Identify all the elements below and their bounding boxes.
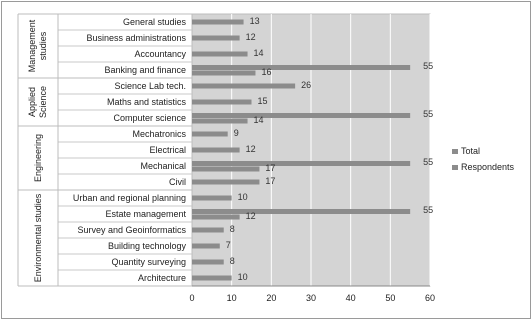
category-label-building-technology: Building technology bbox=[108, 241, 187, 251]
x-tick-label: 40 bbox=[346, 293, 356, 303]
category-label-mechanical: Mechanical bbox=[140, 161, 186, 171]
bar-respondents-mechatronics bbox=[192, 131, 228, 137]
data-label-respondents-general-studies: 13 bbox=[250, 16, 260, 26]
bar-respondents-general-studies bbox=[192, 19, 244, 25]
category-label-general-studies: General studies bbox=[123, 17, 187, 27]
category-label-civil: Civil bbox=[169, 177, 186, 187]
bar-total-banking-and-finance bbox=[192, 65, 411, 70]
category-label-science-lab-tech: Science Lab tech. bbox=[114, 81, 186, 91]
data-label-respondents-accountancy: 14 bbox=[254, 48, 264, 58]
data-label-respondents-quantity-surveying: 8 bbox=[230, 256, 235, 266]
legend-label-respondents: Respondents bbox=[461, 162, 515, 172]
category-label-electrical: Electrical bbox=[149, 145, 186, 155]
category-label-maths-and-statistics: Maths and statistics bbox=[107, 97, 187, 107]
category-label-banking-and-finance: Banking and finance bbox=[104, 65, 186, 75]
bar-respondents-science-lab-tech bbox=[192, 83, 296, 89]
bar-total-estate-management bbox=[192, 209, 411, 214]
bar-respondents-urban-and-regional-planning bbox=[192, 195, 232, 201]
data-label-respondents-civil: 17 bbox=[265, 176, 275, 186]
bar-total-mechanical bbox=[192, 161, 411, 166]
data-label-total-banking-and-finance: 55 bbox=[423, 61, 433, 71]
category-label-accountancy: Accountancy bbox=[134, 49, 186, 59]
x-tick-label: 0 bbox=[189, 293, 194, 303]
bar-respondents-survey-and-geoinformatics bbox=[192, 227, 224, 233]
category-label-architecture: Architecture bbox=[138, 273, 186, 283]
group-label-applied-science: AppliedScience bbox=[27, 86, 48, 118]
data-label-total-estate-management: 55 bbox=[423, 205, 433, 215]
bar-respondents-maths-and-statistics bbox=[192, 99, 252, 105]
data-label-respondents-mechanical: 17 bbox=[265, 163, 275, 173]
data-label-respondents-electrical: 12 bbox=[246, 144, 256, 154]
bar-respondents-estate-management bbox=[192, 214, 240, 220]
data-label-total-mechanical: 55 bbox=[423, 157, 433, 167]
data-label-respondents-estate-management: 12 bbox=[246, 211, 256, 221]
category-label-business-administrations: Business administrations bbox=[86, 33, 186, 43]
x-tick-label: 50 bbox=[385, 293, 395, 303]
bar-respondents-computer-science bbox=[192, 118, 248, 124]
bar-respondents-architecture bbox=[192, 275, 232, 281]
data-label-respondents-business-administrations: 12 bbox=[246, 32, 256, 42]
legend-swatch-total bbox=[452, 149, 458, 154]
bar-respondents-civil bbox=[192, 179, 260, 185]
group-label-environmental-studies: Environmental studies bbox=[33, 193, 43, 282]
data-label-respondents-survey-and-geoinformatics: 8 bbox=[230, 224, 235, 234]
category-axis: General studies Business administrations A… bbox=[17, 13, 192, 287]
bar-respondents-business-administrations bbox=[192, 35, 240, 41]
data-label-respondents-maths-and-statistics: 15 bbox=[258, 96, 268, 106]
legend: Total Respondents bbox=[452, 146, 515, 172]
value-axis: 0 10 20 30 40 50 60 bbox=[189, 285, 435, 303]
data-label-respondents-science-lab-tech: 26 bbox=[301, 80, 311, 90]
category-label-urban-and-regional-planning: Urban and regional planning bbox=[73, 193, 186, 203]
legend-label-total: Total bbox=[461, 146, 480, 156]
x-tick-label: 60 bbox=[425, 293, 435, 303]
bar-respondents-building-technology bbox=[192, 243, 220, 249]
bar-total-computer-science bbox=[192, 113, 411, 118]
data-label-respondents-architecture: 10 bbox=[238, 272, 248, 282]
category-label-estate-management: Estate management bbox=[105, 209, 186, 219]
bar-respondents-accountancy bbox=[192, 51, 248, 57]
category-label-mechatronics: Mechatronics bbox=[132, 129, 186, 139]
data-label-total-computer-science: 55 bbox=[423, 109, 433, 119]
x-tick-label: 20 bbox=[266, 293, 276, 303]
group-label-management-studies: Managementstudies bbox=[27, 19, 48, 72]
data-label-respondents-building-technology: 7 bbox=[226, 240, 231, 250]
category-label-computer-science: Computer science bbox=[113, 113, 186, 123]
legend-swatch-respondents bbox=[452, 165, 458, 170]
bar-respondents-quantity-surveying bbox=[192, 259, 224, 265]
x-tick-label: 10 bbox=[227, 293, 237, 303]
category-label-quantity-surveying: Quantity surveying bbox=[111, 257, 186, 267]
group-label-engineering: Engineering bbox=[33, 134, 43, 182]
bar-respondents-electrical bbox=[192, 147, 240, 153]
bar-respondents-mechanical bbox=[192, 166, 260, 172]
x-tick-label: 30 bbox=[306, 293, 316, 303]
data-label-respondents-urban-and-regional-planning: 10 bbox=[238, 192, 248, 202]
category-label-survey-and-geoinformatics: Survey and Geoinformatics bbox=[77, 225, 186, 235]
bar-respondents-banking-and-finance bbox=[192, 70, 256, 76]
data-label-respondents-computer-science: 14 bbox=[254, 115, 264, 125]
data-label-respondents-banking-and-finance: 16 bbox=[261, 67, 271, 77]
data-label-respondents-mechatronics: 9 bbox=[234, 128, 239, 138]
